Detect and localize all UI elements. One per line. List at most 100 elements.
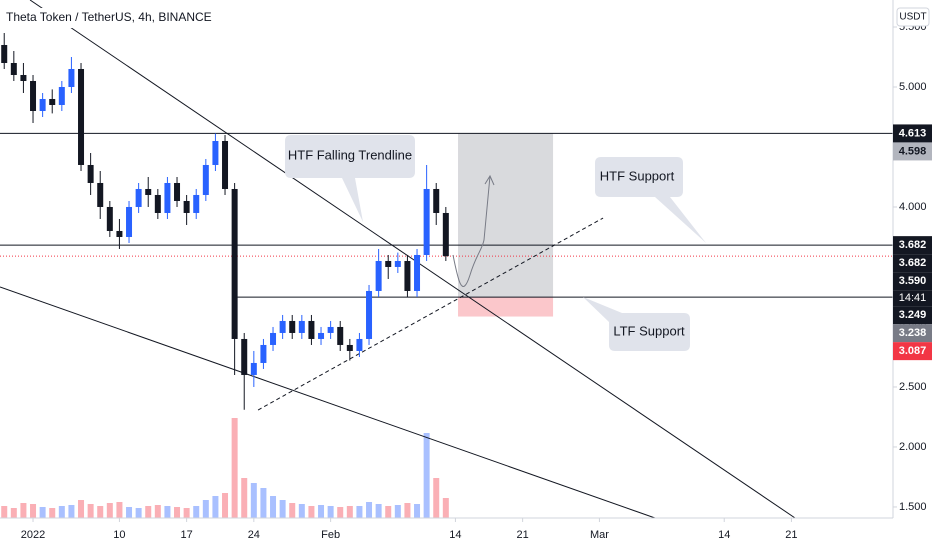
- volume-bar: [260, 488, 267, 518]
- candle-body: [337, 326, 344, 345]
- candle-body: [375, 260, 382, 291]
- price-badge: [893, 236, 932, 255]
- price-badge-label: 3.087: [899, 345, 927, 357]
- candle-body: [1, 44, 8, 63]
- callout-text: HTF Falling Trendline: [288, 147, 412, 162]
- volume-bar: [308, 506, 315, 518]
- chart-title: Theta Token / TetherUS, 4h, BINANCE: [6, 10, 212, 24]
- candle-body: [193, 194, 200, 213]
- volume-bar: [68, 505, 75, 518]
- candle-body: [154, 194, 161, 213]
- volume-bar: [39, 507, 46, 518]
- candle-body: [423, 188, 430, 255]
- candle-body: [289, 320, 296, 333]
- candle-body: [241, 338, 248, 375]
- candle-body: [298, 320, 305, 333]
- currency-box: [896, 7, 930, 27]
- candle-body: [231, 188, 238, 339]
- volume-bar: [385, 506, 392, 518]
- candle-body: [394, 260, 401, 267]
- candle-body: [39, 98, 46, 111]
- title-background: [0, 8, 226, 28]
- candle-body: [327, 326, 334, 333]
- volume-bar: [154, 505, 161, 518]
- zone: [458, 297, 554, 317]
- candle-body: [366, 290, 373, 339]
- price-badge-label: 3.682: [899, 239, 927, 251]
- candle-body: [116, 230, 123, 237]
- candle-body: [385, 260, 392, 267]
- price-badge-label: 3.682: [899, 257, 927, 269]
- volume-bar: [164, 506, 171, 518]
- volume-bar: [97, 506, 104, 518]
- countdown-label: 14:41: [899, 292, 927, 304]
- x-tick-label: 17: [181, 529, 193, 541]
- x-tick-label: Mar: [590, 529, 609, 541]
- x-tick-label: 2022: [21, 529, 45, 541]
- candle-body: [318, 332, 325, 339]
- volume-bar: [212, 496, 219, 518]
- y-tick-label: 5.000: [899, 81, 927, 93]
- volume-bar: [87, 504, 94, 518]
- candle-body: [164, 182, 171, 213]
- candle-body: [49, 98, 56, 105]
- candle-body: [433, 188, 440, 213]
- volume-bar: [49, 508, 56, 518]
- callout-box: [595, 157, 706, 243]
- volume-bar: [433, 478, 440, 518]
- candle-body: [30, 80, 37, 111]
- candle-body: [356, 338, 363, 351]
- volume-bar: [375, 504, 382, 518]
- callout-box: [583, 297, 690, 351]
- zone: [458, 133, 554, 298]
- volume-bar: [298, 504, 305, 518]
- x-tick-label: 24: [248, 529, 260, 541]
- x-tick-label: 14: [718, 529, 730, 541]
- volume-bar: [222, 493, 229, 518]
- price-badge: [893, 272, 932, 291]
- volume-bar: [366, 502, 373, 518]
- candle-body: [346, 344, 353, 351]
- volume-bar: [231, 418, 238, 518]
- volume-bar: [442, 498, 449, 518]
- volume-bar: [270, 496, 277, 518]
- volume-bar: [135, 508, 142, 518]
- candle-body: [404, 260, 411, 291]
- candle-body: [20, 74, 27, 81]
- volume-bar: [346, 506, 353, 518]
- candle-body: [222, 140, 229, 189]
- volume-bar: [126, 507, 133, 518]
- candle-body: [174, 182, 181, 201]
- price-badge: [893, 306, 932, 325]
- candle-body: [250, 362, 257, 375]
- projection-path: [452, 175, 491, 287]
- candle-body: [414, 254, 421, 291]
- candle-body: [106, 206, 113, 231]
- currency-label: USDT: [899, 12, 926, 23]
- price-badge-label: 3.238: [899, 327, 927, 339]
- volume-bar: [10, 508, 17, 518]
- candle-body: [145, 188, 152, 195]
- price-badge-label: 3.590: [899, 275, 927, 287]
- y-tick-label: 1.500: [899, 501, 927, 513]
- candle-body: [270, 332, 277, 345]
- volume-bar: [174, 507, 181, 518]
- volume-bar: [241, 478, 248, 518]
- plot-area: [0, 0, 893, 518]
- candle-body: [212, 140, 219, 165]
- volume-bar: [30, 504, 37, 518]
- candle-body: [279, 320, 286, 333]
- price-badge-label: 3.249: [899, 309, 927, 321]
- callout-box: [285, 135, 415, 222]
- volume-bar: [20, 503, 27, 518]
- candle-body: [97, 182, 104, 207]
- candle-body: [126, 206, 133, 237]
- volume-bar: [78, 500, 85, 518]
- x-tick-label: 21: [785, 529, 797, 541]
- volume-bar: [1, 506, 8, 518]
- volume-bar: [327, 506, 334, 518]
- volume-bar: [423, 433, 430, 518]
- y-tick-label: 4.000: [899, 201, 927, 213]
